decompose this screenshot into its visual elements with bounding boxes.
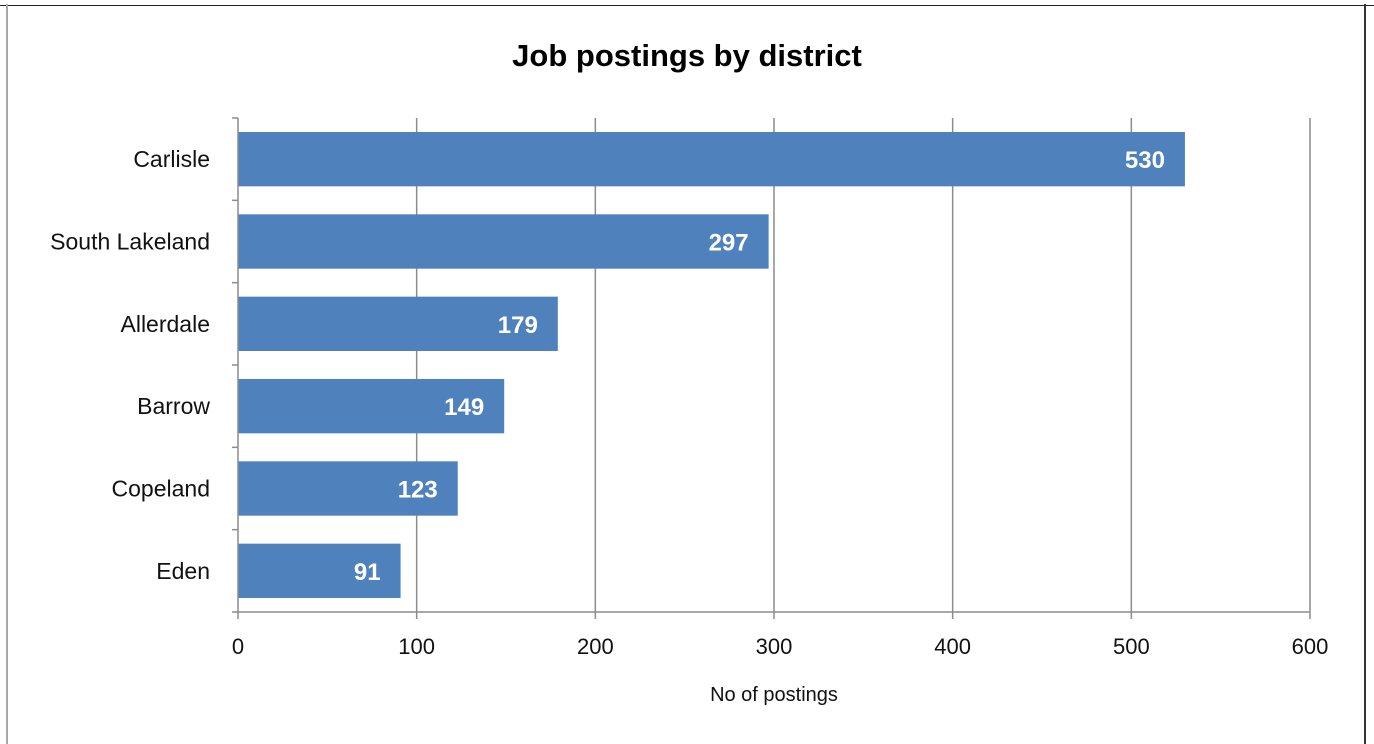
page-frame-left — [6, 4, 8, 744]
bar — [238, 378, 505, 434]
axes — [232, 117, 1311, 619]
bar — [238, 296, 558, 352]
category-label: Carlisle — [133, 146, 210, 172]
category-label: Barrow — [137, 393, 210, 419]
x-tick-label: 500 — [1113, 634, 1150, 659]
x-tick-label: 600 — [1292, 634, 1329, 659]
chart-title: Job postings by district — [512, 38, 862, 73]
bar — [238, 131, 1185, 187]
data-label: 123 — [398, 477, 438, 504]
data-label: 530 — [1125, 147, 1165, 174]
bar — [238, 214, 769, 269]
bars — [238, 131, 1185, 599]
x-tick-label: 300 — [756, 634, 793, 659]
page-frame-right — [1364, 4, 1366, 744]
data-label: 91 — [354, 559, 381, 586]
x-axis-title: No of postings — [710, 684, 838, 706]
category-label: Allerdale — [121, 311, 211, 337]
category-label: South Lakeland — [50, 229, 210, 255]
x-tick-label: 200 — [577, 634, 614, 659]
x-tick-label: 0 — [232, 634, 244, 659]
bar — [238, 543, 401, 599]
x-tick-label: 400 — [934, 634, 971, 659]
data-label: 297 — [709, 230, 749, 257]
category-label: Copeland — [112, 476, 210, 502]
category-label: Eden — [156, 558, 210, 584]
gridlines — [415, 118, 1311, 612]
data-label: 149 — [444, 394, 484, 421]
x-tick-label: 100 — [398, 634, 435, 659]
labels: 0 100 200 300 400 500 600 Carlisle 530 South Lake… — [50, 146, 1328, 659]
bar — [238, 461, 458, 516]
data-label: 179 — [498, 312, 538, 339]
page-frame-top — [0, 0, 1374, 6]
